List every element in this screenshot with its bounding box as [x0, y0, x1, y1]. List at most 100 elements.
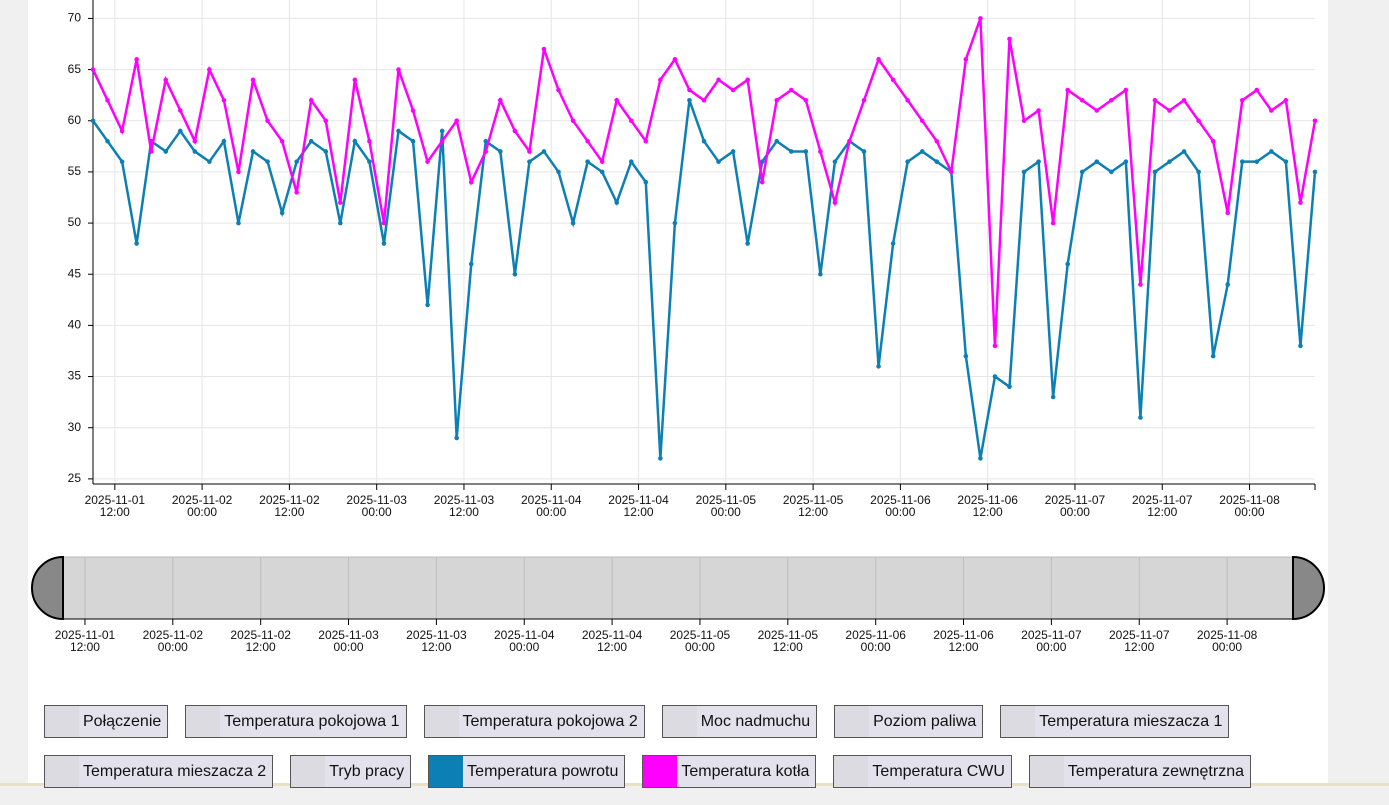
legend-button[interactable]: Moc nadmuchu — [661, 705, 818, 738]
data-point — [963, 57, 969, 62]
data-point — [643, 138, 649, 144]
data-point — [978, 456, 983, 461]
data-point — [410, 108, 416, 113]
legend-button[interactable]: Temperatura powrotu — [428, 755, 626, 788]
data-point — [1269, 108, 1274, 113]
legend-button[interactable]: Temperatura zewnętrzna — [1028, 755, 1251, 788]
data-point — [308, 138, 314, 144]
legend-swatch — [1029, 756, 1064, 787]
data-point — [352, 138, 358, 144]
navigator-tick-label: 2025-11-05 00:00 — [669, 628, 731, 654]
data-point — [832, 200, 838, 205]
legend-label: Połączenie — [83, 712, 162, 730]
legend-label: Temperatura mieszacza 1 — [1039, 712, 1223, 730]
legend-label: Temperatura kotła — [681, 762, 810, 780]
data-point — [978, 16, 983, 21]
data-point — [818, 149, 823, 154]
data-point — [1254, 159, 1260, 164]
data-point — [177, 128, 183, 134]
data-point — [905, 159, 910, 164]
x-tick-label: 2025-11-04 00:00 — [521, 493, 582, 519]
navigator-tick-label: 2025-11-03 00:00 — [318, 628, 379, 654]
data-point — [338, 220, 343, 226]
page: 25 30 35 40 45 50 55 60 65 70 2025-11-01 12:00 202… — [0, 0, 1389, 788]
legend-button[interactable]: Połączenie — [44, 705, 169, 738]
data-point — [876, 364, 881, 369]
navigator-handle-right[interactable] — [1292, 555, 1325, 621]
x-tick-label: 2025-11-03 12:00 — [433, 493, 495, 519]
data-point — [352, 77, 358, 83]
data-point — [1079, 169, 1085, 175]
data-point — [1239, 159, 1245, 164]
y-tick-label: 45 — [68, 266, 82, 280]
data-point — [556, 87, 561, 93]
navigator-tick-label: 2025-11-02 12:00 — [230, 628, 291, 654]
data-point — [788, 87, 794, 93]
legend-swatch — [186, 706, 221, 737]
data-point — [425, 159, 430, 164]
data-point — [556, 169, 561, 175]
data-point — [672, 57, 678, 62]
data-point — [1283, 97, 1289, 103]
legend-button[interactable]: Temperatura pokojowa 2 — [423, 705, 645, 738]
legend-button[interactable]: Temperatura kotła — [642, 755, 817, 788]
data-point — [658, 456, 663, 461]
legend-button[interactable]: Poziom paliwa — [834, 705, 984, 738]
data-point — [832, 159, 838, 164]
data-point — [1007, 36, 1012, 42]
legend-button[interactable]: Temperatura mieszacza 2 — [44, 755, 274, 788]
data-point — [1298, 343, 1303, 349]
x-tick-label: 2025-11-03 00:00 — [346, 493, 407, 519]
data-point — [1167, 159, 1172, 164]
data-point — [1109, 169, 1114, 175]
data-point — [192, 138, 198, 144]
data-point — [1036, 159, 1041, 164]
data-point — [1007, 384, 1012, 390]
data-point — [658, 77, 663, 83]
data-point — [1312, 169, 1318, 175]
y-tick-label: 50 — [68, 215, 82, 229]
data-point — [163, 77, 169, 83]
legend-button[interactable]: Tryb pracy — [290, 755, 412, 788]
data-point — [1152, 169, 1158, 175]
data-point — [90, 118, 96, 124]
data-point — [294, 159, 299, 164]
data-point — [861, 149, 867, 154]
data-point — [614, 200, 620, 205]
data-point — [992, 343, 998, 349]
legend-button[interactable]: Temperatura CWU — [833, 755, 1012, 788]
data-point — [381, 220, 387, 226]
data-point — [745, 77, 750, 83]
data-point — [628, 118, 634, 124]
data-point — [1239, 97, 1245, 103]
x-tick-label: 2025-11-05 12:00 — [782, 493, 844, 519]
x-tick-label: 2025-11-07 00:00 — [1044, 493, 1106, 519]
data-point — [905, 97, 910, 103]
navigator-tick-label: 2025-11-08 00:00 — [1196, 628, 1258, 654]
data-point — [483, 149, 489, 154]
legend-label: Temperatura CWU — [872, 762, 1005, 780]
navigator-handle-left[interactable] — [31, 555, 64, 621]
data-point — [498, 149, 503, 154]
data-point — [367, 159, 372, 164]
legend-button[interactable]: Temperatura mieszacza 1 — [1000, 705, 1230, 738]
legend-button[interactable]: Temperatura pokojowa 1 — [185, 705, 407, 738]
data-point — [1036, 108, 1041, 113]
data-point — [716, 77, 721, 83]
data-point — [890, 241, 896, 246]
y-tick-label: 55 — [68, 164, 82, 178]
data-point — [512, 271, 518, 277]
series-line — [91, 17, 1317, 346]
data-point — [105, 97, 110, 103]
data-point — [788, 149, 794, 154]
x-tick-label: 2025-11-02 00:00 — [171, 493, 233, 519]
data-point — [1269, 149, 1274, 154]
data-point — [1254, 87, 1260, 93]
navigator-tick-label: 2025-11-07 12:00 — [1109, 628, 1170, 654]
data-point — [1225, 210, 1231, 216]
data-point — [1181, 149, 1187, 154]
data-point — [338, 200, 343, 205]
data-point — [949, 169, 954, 175]
data-point — [759, 179, 765, 185]
data-point — [396, 128, 401, 134]
